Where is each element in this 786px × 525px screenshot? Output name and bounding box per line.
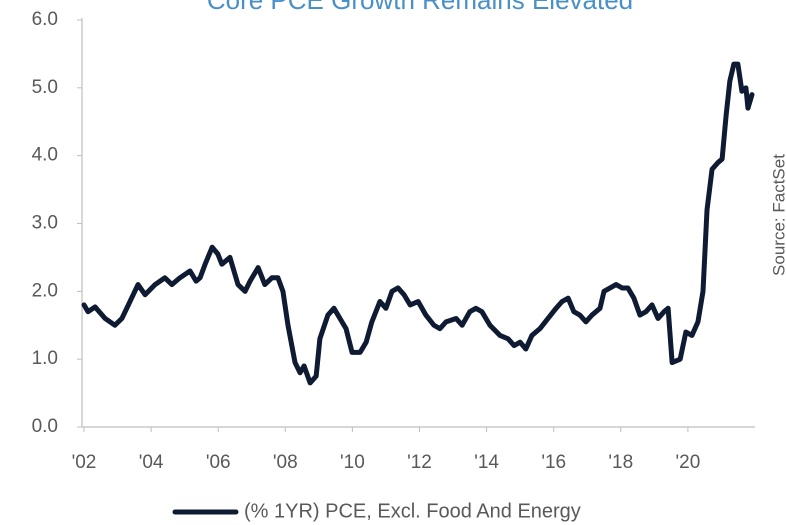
y-tick-label: 2.0	[32, 280, 58, 301]
y-tick-label: 4.0	[32, 145, 58, 166]
source-note: Source: FactSet	[769, 154, 786, 276]
x-tick-label: '04	[139, 452, 164, 473]
y-tick-label: 3.0	[32, 213, 58, 234]
x-tick-label: '02	[72, 452, 97, 473]
y-tick-label: 1.0	[32, 348, 58, 369]
y-tick-label: 0.0	[32, 416, 58, 437]
x-tick-label: '20	[676, 452, 701, 473]
x-tick-label: '06	[206, 452, 231, 473]
x-tick-label: '18	[608, 452, 633, 473]
x-tick-label: '14	[474, 452, 499, 473]
series-line	[81, 61, 755, 386]
y-tick-label: 6.0	[32, 9, 58, 30]
legend-label: (% 1YR) PCE, Excl. Food And Energy	[244, 500, 581, 522]
x-tick-label: '16	[541, 452, 566, 473]
x-tick-label: '10	[340, 452, 365, 473]
x-tick-label: '12	[407, 452, 432, 473]
x-tick-label: '08	[273, 452, 298, 473]
y-tick-label: 5.0	[32, 77, 58, 98]
chart-title: Core PCE Growth Remains Elevated	[207, 0, 633, 15]
legend: (% 1YR) PCE, Excl. Food And Energy	[172, 500, 581, 522]
